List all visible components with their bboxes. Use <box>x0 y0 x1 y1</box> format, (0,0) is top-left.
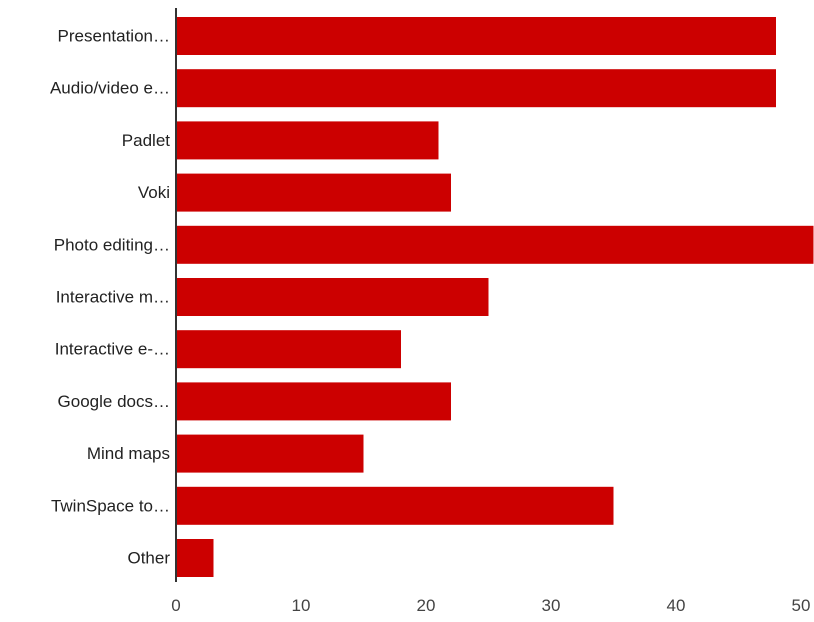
category-label: Google docs… <box>58 392 170 411</box>
x-tick-label: 10 <box>292 596 311 615</box>
x-tick-labels-group: 0 10 20 30 40 50 <box>171 596 810 615</box>
bar <box>176 539 214 577</box>
category-label: Voki <box>138 183 170 202</box>
bar <box>176 225 814 264</box>
bar <box>176 17 776 55</box>
x-tick-label: 30 <box>542 596 561 615</box>
category-labels-group: Presentation… Audio/video e… Padlet Voki Pho… <box>50 27 170 568</box>
bar <box>176 173 451 212</box>
bar <box>176 121 439 160</box>
category-label: Presentation… <box>58 27 170 46</box>
bar <box>176 278 489 316</box>
x-tick-label: 20 <box>417 596 436 615</box>
category-label: Audio/video e… <box>50 79 170 98</box>
bar <box>176 434 364 473</box>
bars-group <box>176 17 814 577</box>
bar <box>176 486 614 525</box>
bar <box>176 330 401 369</box>
bar <box>176 69 776 108</box>
category-label: TwinSpace to… <box>51 496 170 515</box>
x-tick-label: 50 <box>792 596 811 615</box>
category-label: Other <box>127 549 170 568</box>
category-label: Interactive m… <box>56 288 170 307</box>
category-label: Photo editing… <box>54 235 170 254</box>
x-tick-label: 0 <box>171 596 180 615</box>
category-label: Padlet <box>122 131 170 150</box>
category-label: Mind maps <box>87 444 170 463</box>
category-label: Interactive e-… <box>55 340 170 359</box>
x-tick-label: 40 <box>667 596 686 615</box>
bar <box>176 382 451 421</box>
